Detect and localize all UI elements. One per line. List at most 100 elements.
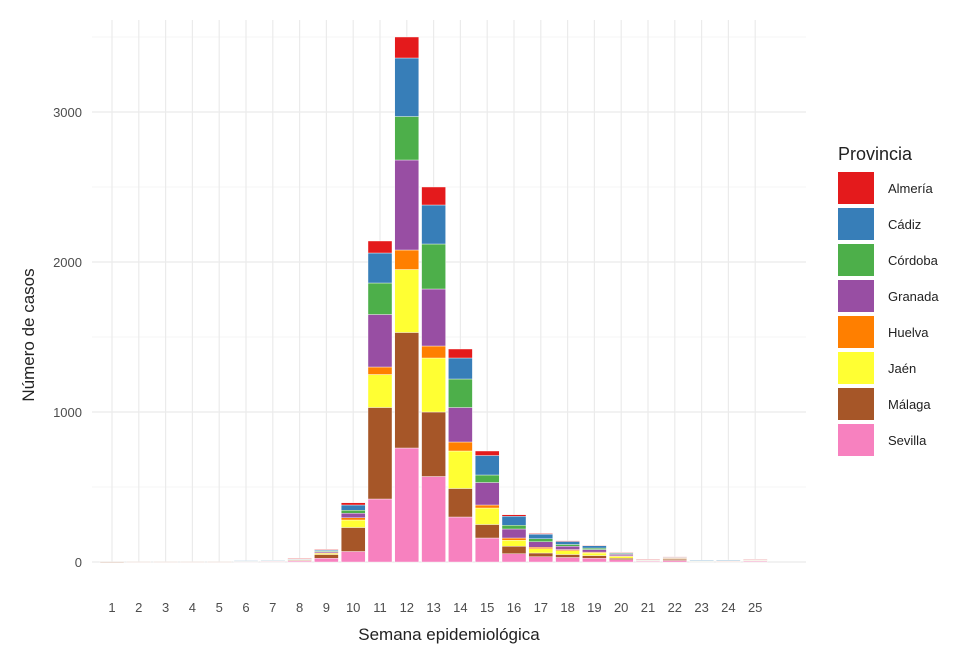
x-tick-label: 5 xyxy=(216,600,223,615)
bar-segment xyxy=(501,525,527,530)
bar-segment xyxy=(341,504,366,511)
x-tick-label: 18 xyxy=(560,600,574,615)
x-tick-label: 8 xyxy=(296,600,303,615)
x-tick-label: 2 xyxy=(135,600,142,615)
x-axis-title: Semana epidemiológica xyxy=(358,625,540,644)
bar-segment xyxy=(341,517,366,521)
x-tick-label: 11 xyxy=(373,600,387,615)
bar-segment xyxy=(555,557,580,563)
bar-segment xyxy=(582,545,607,549)
legend-label: Huelva xyxy=(888,325,929,340)
x-tick-label: 19 xyxy=(587,600,601,615)
bar-segment xyxy=(555,544,580,547)
bars xyxy=(99,36,768,563)
x-tick-label: 9 xyxy=(323,600,330,615)
bar-segment xyxy=(206,561,232,563)
bar-segment xyxy=(99,561,125,563)
legend-label: Córdoba xyxy=(888,253,939,268)
legend-label: Jaén xyxy=(888,361,916,376)
y-tick-label: 2000 xyxy=(53,255,82,270)
legend-title: Provincia xyxy=(838,144,913,164)
bar-segment xyxy=(743,558,768,560)
bar-segment xyxy=(421,411,446,477)
y-tick-label: 0 xyxy=(75,555,82,570)
bar-segment xyxy=(582,558,607,563)
x-tick-label: 1 xyxy=(108,600,115,615)
legend-label: Sevilla xyxy=(888,433,927,448)
bar-segment xyxy=(341,527,366,552)
x-tick-label: 17 xyxy=(534,600,548,615)
y-tick-labels: 0 1000 2000 3000 xyxy=(53,105,82,570)
bar-segment xyxy=(394,57,419,117)
legend-swatch xyxy=(838,388,874,420)
bar-segment xyxy=(287,558,312,560)
bar-segment xyxy=(528,533,553,535)
legend-swatch xyxy=(838,352,874,384)
bar-segment xyxy=(394,116,419,161)
bar-segment xyxy=(153,561,178,563)
x-tick-label: 15 xyxy=(480,600,494,615)
bar-segment xyxy=(501,528,527,539)
bar-segment xyxy=(421,243,446,290)
y-tick-label: 3000 xyxy=(53,105,82,120)
x-tick-labels: 1 2 3 4 5 6 7 8 9 10 11 12 13 14 15 16 17 18 19 20 21 22 23 24 2… xyxy=(108,600,762,615)
bar-segment xyxy=(582,545,607,547)
bar-segment xyxy=(341,510,366,514)
bar-segment xyxy=(394,159,419,251)
legend-label: Almería xyxy=(888,181,934,196)
y-axis-title: Número de casos xyxy=(19,268,38,401)
bar-segment xyxy=(341,502,366,506)
bar-segment xyxy=(367,314,393,368)
bar-segment xyxy=(448,516,473,563)
bar-segment xyxy=(475,504,500,509)
bar-segment xyxy=(555,550,580,555)
legend-swatch xyxy=(838,208,874,240)
legend-label: Málaga xyxy=(888,397,931,412)
bar-segment xyxy=(421,186,446,206)
bar-segment xyxy=(341,551,366,563)
bar-segment xyxy=(421,345,446,359)
bar-segment xyxy=(367,498,393,563)
bar-segment xyxy=(260,560,285,562)
bar-segment xyxy=(367,240,393,254)
bar-segment xyxy=(126,561,152,563)
bar-segment xyxy=(314,554,339,559)
bar-segment xyxy=(448,378,473,408)
bar-segment xyxy=(341,519,366,528)
bar-segment xyxy=(582,547,607,550)
x-tick-label: 20 xyxy=(614,600,628,615)
bar-segment xyxy=(421,204,446,245)
legend-swatch xyxy=(838,424,874,456)
bar-segment xyxy=(528,547,553,549)
bar-segment xyxy=(716,559,741,561)
bar-segment xyxy=(475,474,500,483)
bar-segment xyxy=(609,559,634,563)
bar-segment xyxy=(233,560,259,562)
bar-segment xyxy=(662,560,687,563)
bar-segment xyxy=(367,407,393,500)
bar-segment xyxy=(528,556,553,563)
bar-segment xyxy=(448,407,473,443)
bar-segment xyxy=(448,357,473,380)
bar-segment xyxy=(475,455,500,476)
bar-segment xyxy=(609,556,634,559)
x-tick-label: 14 xyxy=(453,600,467,615)
bar-segment xyxy=(662,556,687,558)
bar-segment xyxy=(394,249,419,270)
bar-segment xyxy=(635,559,661,561)
x-tick-label: 21 xyxy=(641,600,655,615)
bar-segment xyxy=(528,538,553,542)
legend-label: Granada xyxy=(888,289,939,304)
bar-segment xyxy=(367,374,393,408)
bar-segment xyxy=(501,516,527,526)
bar-segment xyxy=(394,332,419,449)
bar-segment xyxy=(582,549,607,553)
bar-segment xyxy=(448,488,473,518)
x-tick-label: 13 xyxy=(426,600,440,615)
bar-segment xyxy=(475,524,500,539)
x-tick-label: 24 xyxy=(721,600,735,615)
bar-segment xyxy=(421,357,446,413)
bar-segment xyxy=(501,553,527,563)
bar-segment xyxy=(180,561,205,563)
x-tick-label: 10 xyxy=(346,600,360,615)
